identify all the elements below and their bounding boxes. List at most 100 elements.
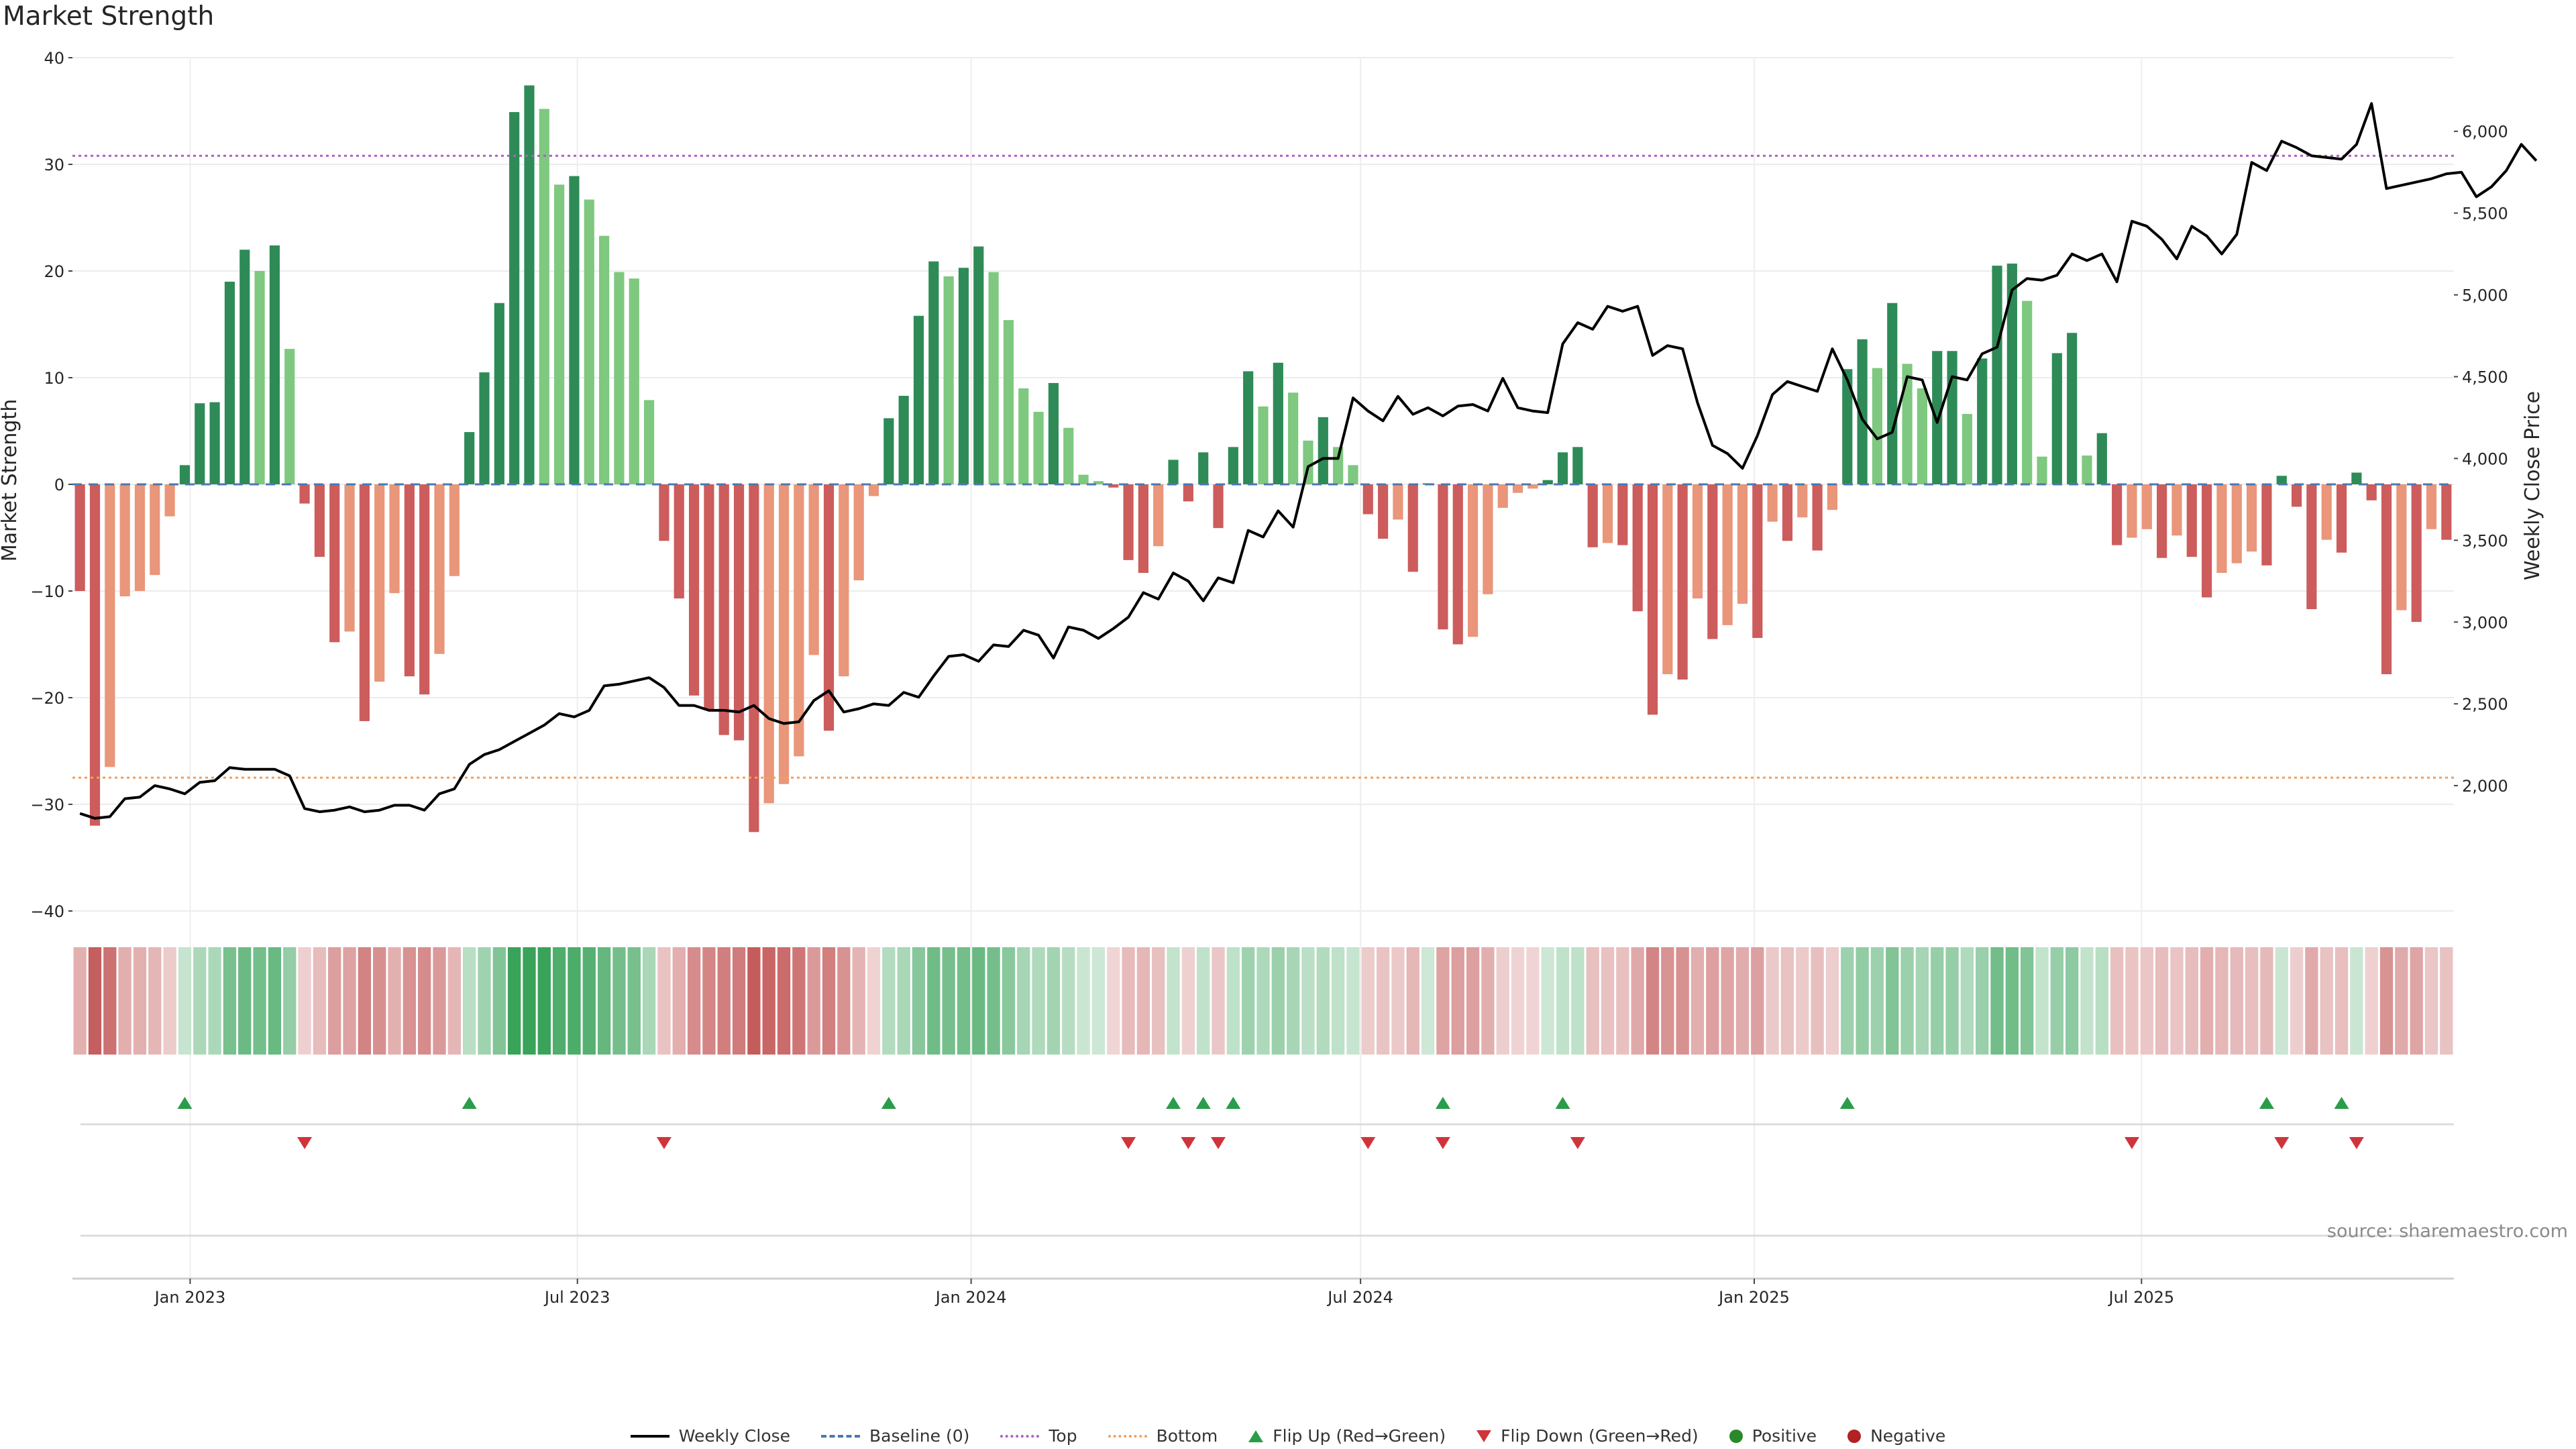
bar-negative bbox=[389, 484, 400, 594]
bar-negative bbox=[2202, 484, 2212, 598]
strength-heat-cell bbox=[2125, 947, 2139, 1055]
circle-red-icon bbox=[1847, 1429, 1862, 1443]
strength-heat-cell bbox=[927, 947, 941, 1055]
bar-negative bbox=[823, 484, 835, 731]
bar-negative bbox=[2321, 484, 2332, 540]
bar-negative bbox=[434, 484, 445, 654]
bar-negative bbox=[419, 484, 430, 695]
strength-heat-cell bbox=[597, 947, 611, 1055]
strength-heat-cell bbox=[238, 947, 252, 1055]
strength-heat-cell bbox=[1017, 947, 1030, 1055]
strength-heat-cell bbox=[2440, 947, 2453, 1055]
bar-negative bbox=[344, 484, 355, 632]
bar-positive bbox=[2096, 433, 2107, 484]
strength-heat-cell bbox=[1212, 947, 1225, 1055]
strength-heat-cell bbox=[1466, 947, 1480, 1055]
bar-negative bbox=[1452, 484, 1463, 645]
y-tick-label: 0 bbox=[54, 476, 64, 494]
strength-heat-cell bbox=[193, 947, 207, 1055]
strength-heat-cell bbox=[1046, 947, 1061, 1055]
bar-positive bbox=[2351, 472, 2362, 484]
strength-heat-cell bbox=[1526, 947, 1540, 1055]
strength-heat-cell bbox=[268, 947, 282, 1055]
bar-positive bbox=[1273, 362, 1283, 484]
bar-positive bbox=[1857, 339, 1868, 484]
bar-positive bbox=[2037, 456, 2047, 484]
bar-negative bbox=[2411, 484, 2422, 623]
y-tick-label: −10 bbox=[30, 582, 64, 601]
bar-negative bbox=[1527, 484, 1538, 489]
strength-heat-cell bbox=[388, 947, 401, 1055]
bar-positive bbox=[479, 372, 490, 484]
legend-label-negative: Negative bbox=[1870, 1426, 1946, 1446]
strength-heat-cell bbox=[612, 947, 626, 1055]
flip-up-marker bbox=[177, 1097, 193, 1109]
bar-positive bbox=[284, 349, 295, 484]
strength-heat-cell bbox=[298, 947, 311, 1055]
strength-heat-cell bbox=[2395, 947, 2408, 1055]
strength-heat-cell bbox=[1032, 947, 1045, 1055]
strength-heat-cell bbox=[1841, 947, 1854, 1055]
legend-label-baseline: Baseline (0) bbox=[869, 1426, 970, 1446]
bar-positive bbox=[1542, 480, 1553, 484]
bar-positive bbox=[1168, 460, 1179, 484]
bar-positive bbox=[1887, 303, 1898, 484]
strength-heat-cell bbox=[523, 947, 536, 1055]
strength-heat-cell bbox=[1002, 947, 1016, 1055]
bar-negative bbox=[105, 484, 115, 767]
bar-negative bbox=[1602, 484, 1613, 543]
bar-negative bbox=[1812, 484, 1823, 551]
legend-item-positive: Positive bbox=[1729, 1426, 1817, 1446]
bar-positive bbox=[195, 403, 205, 484]
x-tick-label: Jul 2024 bbox=[1326, 1288, 1393, 1307]
bar-negative bbox=[1767, 484, 1778, 522]
bar-negative bbox=[2231, 484, 2242, 564]
strength-heat-cell bbox=[1721, 947, 1734, 1055]
legend-label-positive: Positive bbox=[1752, 1426, 1817, 1446]
strength-heat-cell bbox=[1766, 947, 1779, 1055]
flip-up-marker bbox=[2259, 1097, 2274, 1109]
flip-down-marker bbox=[1121, 1137, 1136, 1149]
flip-down-marker bbox=[2349, 1137, 2364, 1149]
bar-negative bbox=[853, 484, 864, 581]
bar-positive bbox=[2276, 476, 2287, 484]
bar-positive bbox=[554, 184, 565, 484]
flip-up-marker bbox=[462, 1097, 477, 1109]
y-tick-label: −30 bbox=[30, 796, 64, 814]
bar-positive bbox=[1348, 465, 1358, 484]
strength-heat-cell bbox=[1870, 947, 1884, 1055]
strength-heat-cell bbox=[1931, 947, 1944, 1055]
legend-label-bottom: Bottom bbox=[1156, 1426, 1218, 1446]
bar-negative bbox=[808, 484, 819, 655]
bar-negative bbox=[1587, 484, 1598, 547]
strength-heat-cell bbox=[507, 947, 521, 1055]
strength-heat-cell bbox=[1541, 947, 1554, 1055]
strength-heat-cell bbox=[328, 947, 341, 1055]
strength-heat-cell bbox=[433, 947, 446, 1055]
bar-negative bbox=[404, 484, 415, 677]
bar-positive bbox=[958, 268, 969, 484]
strength-heat-cell bbox=[2260, 947, 2273, 1055]
bar-positive bbox=[1228, 447, 1238, 484]
strength-heat-cell bbox=[1796, 947, 1809, 1055]
bar-positive bbox=[2022, 301, 2033, 484]
flip-up-marker bbox=[1839, 1097, 1855, 1109]
strength-heat-cell bbox=[2065, 947, 2079, 1055]
bar-positive bbox=[494, 303, 504, 484]
strength-heat-cell bbox=[1301, 947, 1315, 1055]
strength-heat-cell bbox=[1496, 947, 1509, 1055]
bar-negative bbox=[2291, 484, 2302, 507]
flip-up-marker bbox=[881, 1097, 896, 1109]
bar-negative bbox=[2306, 484, 2317, 610]
y2-tick-label: 4,500 bbox=[2462, 368, 2508, 387]
bar-negative bbox=[1213, 484, 1224, 529]
y2-axis-title: Weekly Close Price bbox=[2521, 391, 2544, 580]
bar-negative bbox=[329, 484, 340, 643]
strength-heat-cell bbox=[1256, 947, 1270, 1055]
legend-label-top: Top bbox=[1049, 1426, 1077, 1446]
strength-heat-cell bbox=[1361, 947, 1375, 1055]
bar-positive bbox=[1258, 406, 1269, 484]
triangle-up-icon bbox=[1248, 1430, 1264, 1442]
strength-heat-cell bbox=[163, 947, 176, 1055]
bar-positive bbox=[2006, 263, 2017, 484]
